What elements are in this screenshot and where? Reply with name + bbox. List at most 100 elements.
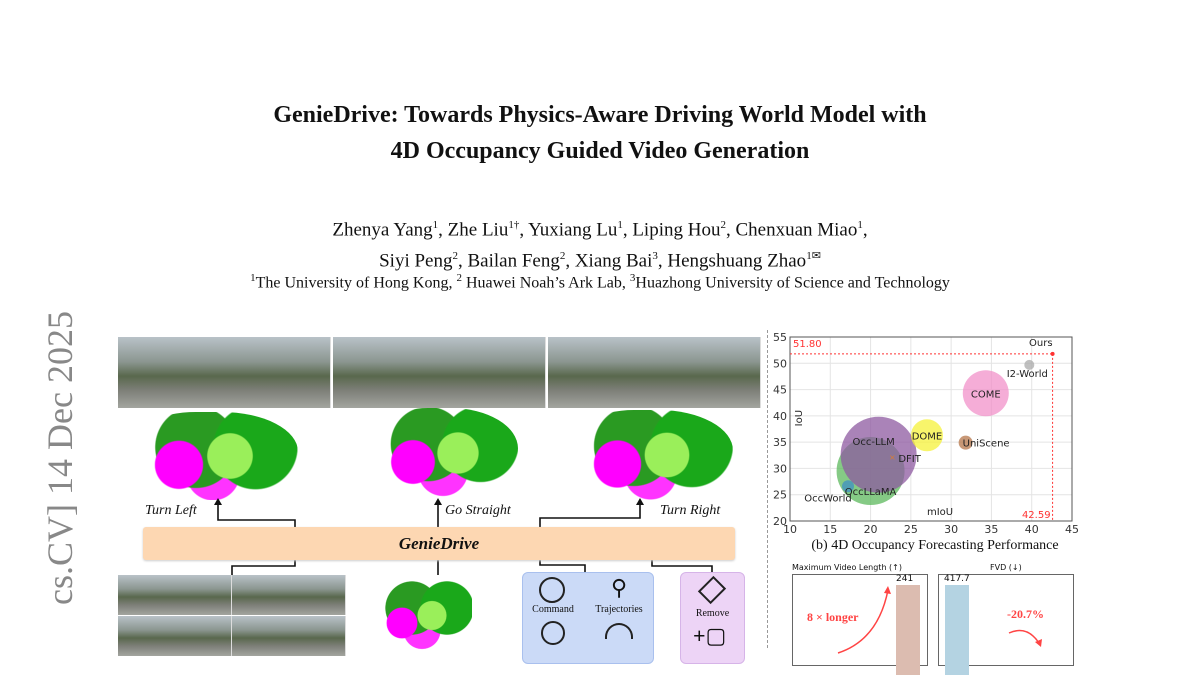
- bar-baseline: [945, 585, 969, 675]
- edit-panel: Remove +▢: [680, 572, 745, 664]
- annotation-longer: 8 × longer: [807, 610, 859, 624]
- affiliation-mark: 3: [629, 272, 636, 284]
- flow-arrows: [214, 498, 713, 575]
- y-tick-label: 35: [773, 436, 787, 449]
- geniedrive-model-bar: GenieDrive: [143, 527, 735, 560]
- location-pin-icon: ⚲: [611, 575, 628, 600]
- x-tick-label: 40: [1025, 523, 1039, 536]
- author: Xiang Bai: [574, 250, 653, 272]
- control-command-label: Command: [532, 604, 574, 615]
- author: Hengshuang Zhao: [667, 250, 807, 272]
- x-tick-label: 30: [944, 523, 958, 536]
- bar-ours: [896, 585, 920, 675]
- input-camera-4: [232, 616, 346, 656]
- affiliation: Huazhong University of Science and Techn…: [635, 274, 950, 292]
- affiliation: The University of Hong Kong,: [255, 274, 453, 292]
- x-tick-label: 25: [904, 523, 918, 536]
- paper-title: GenieDrive: Towards Physics-Aware Drivin…: [0, 97, 1200, 169]
- point-label: Ours: [1029, 338, 1053, 349]
- bubble-come: [962, 370, 1009, 417]
- occupancy-forecasting-chart: 10 15 20 25 30 35 40 45 20 25 30 35 40 45 50 55 × OccLLaM…: [773, 331, 1079, 536]
- figure-divider: [767, 330, 768, 648]
- video-length-chart: 241 8 × longer: [792, 574, 928, 675]
- bubble-occ-llm: [840, 416, 917, 493]
- author-affiliation-mark: 1†: [508, 219, 520, 231]
- y-tick-label: 55: [773, 331, 787, 344]
- author: Bailan Feng: [467, 250, 560, 272]
- bubble-dome: [910, 419, 943, 452]
- input-camera-2: [232, 575, 346, 615]
- fvd-chart: 417.7 -20.7%: [938, 574, 1074, 675]
- author-affiliation-mark: 3: [652, 250, 658, 263]
- affiliation-mark: 1: [250, 272, 256, 284]
- occupancy-turn-right: [568, 410, 733, 500]
- y-tick-label: 20: [773, 515, 787, 528]
- camera-view-turn-right: [548, 337, 761, 408]
- author-affiliation-mark: 1: [857, 219, 863, 231]
- author: Chenxuan Miao: [735, 219, 858, 241]
- control-trajectories-label: Trajectories: [595, 604, 643, 615]
- x-tick-label: 45: [1065, 523, 1079, 536]
- author: Siyi Peng: [379, 250, 453, 272]
- author-affiliation-mark: 1: [617, 219, 623, 231]
- label-turn-right: Turn Right: [660, 503, 721, 518]
- plot-frame: [789, 336, 1073, 522]
- x-tick-label: 10: [783, 523, 797, 536]
- input-camera-3: [118, 616, 232, 656]
- speedometer-icon: [605, 623, 633, 639]
- point-ours: [1050, 351, 1055, 356]
- bubble-uniscene: [958, 435, 973, 450]
- author-affiliation-mark: 2: [720, 219, 726, 231]
- y-tick-label: 50: [773, 357, 787, 370]
- author: Zhe Liu: [447, 219, 509, 241]
- annotation-miou: 42.59: [1022, 510, 1051, 521]
- point-dfit-marker: ×: [889, 452, 895, 464]
- camera-view-turn-left: [118, 337, 331, 408]
- point-label: COME: [971, 389, 1001, 400]
- title-line-1: GenieDrive: Towards Physics-Aware Drivin…: [273, 102, 927, 128]
- curved-arrow-icon: [1008, 629, 1042, 647]
- edit-remove-label: Remove: [695, 608, 730, 619]
- author: Yuxiang Lu: [528, 219, 618, 241]
- x-tick-label: 15: [823, 523, 837, 536]
- occupancy-go-straight: [368, 408, 518, 498]
- rotation-icon: [541, 621, 565, 645]
- steering-wheel-icon: [539, 577, 565, 603]
- y-axis-label: IoU: [794, 410, 805, 426]
- author-affiliation-mark: 1✉: [806, 250, 821, 263]
- affiliation: Huawei Noah’s Ark Lab,: [461, 274, 626, 292]
- annotation-iou: 51.80: [793, 339, 822, 350]
- author: Zhenya Yang: [332, 219, 433, 241]
- author: Liping Hou: [632, 219, 721, 241]
- annotation-fvd-reduction: -20.7%: [1007, 607, 1044, 621]
- author-affiliation-mark: 2: [559, 250, 566, 263]
- bubble-i2-world: [1024, 359, 1035, 370]
- fvd-title: FVD (↓): [990, 563, 1022, 572]
- author-list: Zhenya Yang1, Zhe Liu1†, Yuxiang Lu1, Li…: [332, 219, 868, 272]
- input-occupancy: [372, 578, 472, 653]
- video-length-title: Maximum Video Length (↑): [792, 563, 902, 572]
- y-tick-label: 45: [773, 384, 787, 397]
- point-label: UniScene: [963, 439, 1010, 450]
- title-line-2: 4D Occupancy Guided Video Generation: [390, 138, 810, 164]
- author-affiliation-mark: 1: [432, 219, 439, 231]
- point-label: DOME: [912, 431, 943, 442]
- eraser-icon: [697, 575, 727, 605]
- add-object-icon: +▢: [693, 623, 727, 648]
- curved-arrow-icon: [837, 586, 891, 654]
- point-label: DFIT: [898, 454, 921, 465]
- chart-caption: (b) 4D Occupancy Forecasting Performance: [811, 538, 1059, 553]
- x-tick-label: 35: [984, 523, 998, 536]
- point-label: OccLLaMA: [845, 487, 897, 498]
- author-affiliation-mark: 2: [452, 250, 458, 263]
- affiliations: 1The University of Hong Kong, 2 Huawei N…: [0, 272, 1200, 292]
- camera-view-go-straight: [333, 337, 546, 408]
- occupancy-turn-left: [128, 412, 298, 500]
- bar-label: 241: [896, 574, 914, 584]
- point-label: OccWorld: [804, 493, 852, 504]
- x-tick-label: 20: [864, 523, 878, 536]
- bar-label: 417.7: [944, 574, 970, 584]
- point-label: Occ-LLM: [853, 437, 895, 448]
- x-axis-label: mIoU: [927, 507, 953, 518]
- control-panel: Command ⚲ Trajectories: [522, 572, 654, 664]
